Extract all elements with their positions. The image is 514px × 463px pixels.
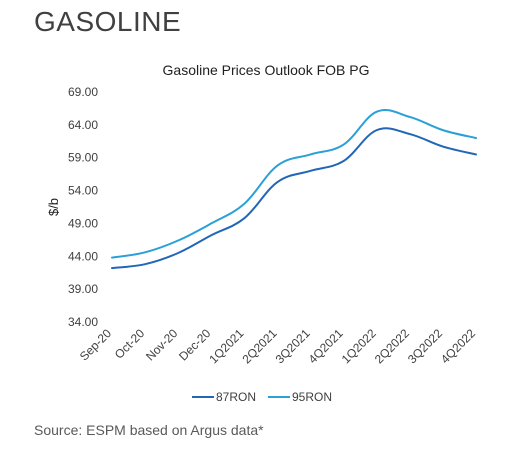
x-tick-label: 3Q2022: [405, 326, 445, 366]
x-tick-label: 1Q2022: [339, 326, 379, 366]
x-tick-label: 2Q2021: [239, 326, 279, 366]
legend-label: 87RON: [216, 390, 256, 404]
y-tick-label: 59.00: [68, 151, 98, 165]
y-tick-label: 54.00: [68, 184, 98, 198]
series-line-95ron: [111, 108, 477, 259]
x-tick-label: 4Q2022: [438, 326, 478, 366]
y-axis-label: $/b: [46, 198, 61, 216]
page-heading: GASOLINE: [34, 6, 182, 37]
y-tick-label: 44.00: [68, 249, 98, 263]
series-line-87ron: [111, 127, 477, 270]
legend: 87RON 95RON: [192, 390, 332, 404]
source-note: Source: ESPM based on Argus data*: [34, 422, 264, 438]
x-tick-label: Nov-20: [143, 326, 180, 363]
y-tick-label: 69.00: [68, 85, 98, 99]
line-chart: Gasoline Prices Outlook FOB PG $/b 34.00…: [46, 62, 478, 404]
x-tick-label: 4Q2021: [306, 326, 346, 366]
y-tick-label: 64.00: [68, 118, 98, 132]
x-tick-label: 1Q2021: [206, 326, 246, 366]
x-tick-label: Sep-20: [77, 326, 114, 363]
x-tick-label: 2Q2022: [372, 326, 412, 366]
legend-label: 95RON: [292, 390, 332, 404]
y-tick-label: 34.00: [68, 315, 98, 329]
x-tick-label: Oct-20: [112, 326, 148, 362]
y-tick-label: 49.00: [68, 216, 98, 230]
chart-title: Gasoline Prices Outlook FOB PG: [163, 62, 370, 78]
x-tick-label: 3Q2021: [273, 326, 313, 366]
y-tick-label: 39.00: [68, 282, 98, 296]
